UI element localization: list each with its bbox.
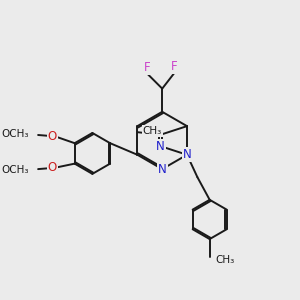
Text: O: O <box>48 161 57 174</box>
Text: N: N <box>183 148 191 161</box>
Text: F: F <box>144 61 151 74</box>
Text: CH₃: CH₃ <box>216 254 235 265</box>
Text: N: N <box>156 140 165 153</box>
Text: OCH₃: OCH₃ <box>1 129 28 139</box>
Text: O: O <box>48 130 57 143</box>
Text: CH₃: CH₃ <box>142 126 162 136</box>
Text: F: F <box>171 60 178 73</box>
Text: OCH₃: OCH₃ <box>1 165 28 175</box>
Text: N: N <box>158 163 167 176</box>
